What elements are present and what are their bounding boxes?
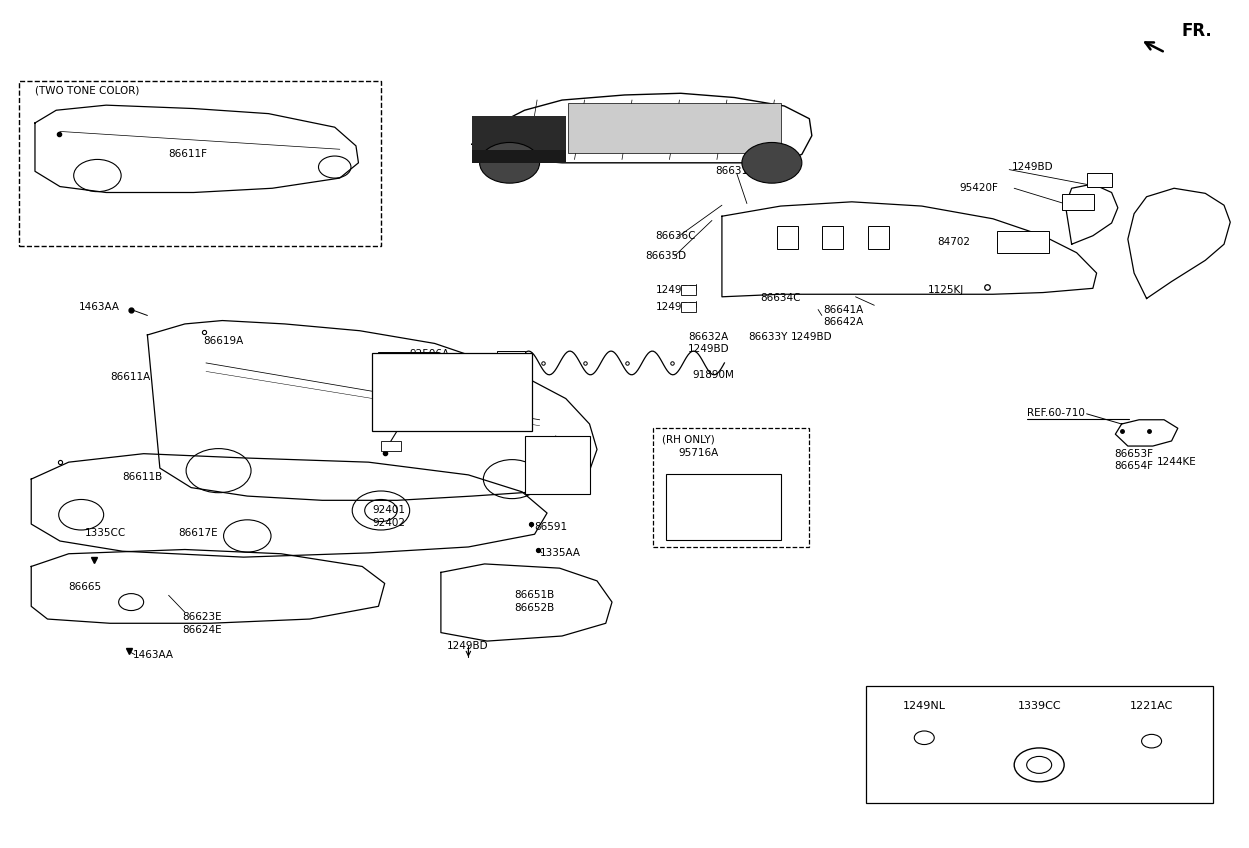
Bar — [681, 302, 696, 312]
Bar — [777, 226, 798, 249]
Text: REF.60-710: REF.60-710 — [1027, 408, 1084, 418]
Bar — [868, 226, 889, 249]
Text: 86665: 86665 — [69, 582, 102, 592]
Text: 95716A: 95716A — [678, 448, 718, 458]
Text: 1335AA: 1335AA — [540, 548, 581, 558]
Text: 1249BD: 1249BD — [791, 332, 832, 342]
Text: 86654F: 86654F — [1114, 461, 1153, 471]
Text: 86624E: 86624E — [182, 625, 222, 635]
Text: 86653F: 86653F — [1114, 449, 1153, 459]
Text: 1244KE: 1244KE — [1157, 457, 1197, 467]
Bar — [866, 686, 1213, 803]
Text: 1249BD: 1249BD — [688, 344, 729, 354]
Text: 86641A: 86641A — [823, 304, 863, 315]
Bar — [378, 352, 438, 388]
Text: 86652B: 86652B — [515, 603, 555, 613]
Text: 1335AA: 1335AA — [551, 471, 592, 482]
Text: 1221AC: 1221AC — [1130, 700, 1173, 711]
Text: 1249BD: 1249BD — [656, 285, 697, 295]
Bar — [1062, 194, 1094, 210]
Circle shape — [480, 142, 540, 183]
Text: 86651B: 86651B — [515, 590, 555, 600]
Text: 86634C: 86634C — [761, 293, 801, 304]
Text: 95842: 95842 — [706, 488, 739, 499]
Bar — [997, 231, 1049, 253]
Text: 86623E: 86623E — [182, 612, 222, 622]
Text: 1335CC: 1335CC — [85, 527, 126, 538]
Bar — [372, 353, 532, 431]
Text: (TWO TONE COLOR): (TWO TONE COLOR) — [35, 86, 140, 96]
Text: 86631B: 86631B — [716, 166, 756, 176]
Text: 86633Y: 86633Y — [748, 332, 788, 342]
Text: 86617E: 86617E — [179, 527, 219, 538]
Text: 1249BD: 1249BD — [656, 302, 697, 312]
Bar — [681, 285, 696, 295]
Bar — [568, 103, 781, 153]
Text: 1463AA: 1463AA — [79, 302, 120, 312]
Text: FR.: FR. — [1182, 22, 1213, 41]
Text: 92401: 92401 — [372, 505, 405, 516]
Bar — [19, 81, 381, 246]
Text: (RH ONLY): (RH ONLY) — [662, 434, 714, 444]
Text: 1463AA: 1463AA — [132, 650, 174, 660]
Text: 86635D: 86635D — [646, 251, 687, 261]
Text: 86591: 86591 — [535, 522, 568, 533]
Text: 1249BD: 1249BD — [1012, 162, 1053, 172]
Text: 1339CC: 1339CC — [1018, 700, 1060, 711]
Bar — [497, 351, 525, 375]
Text: 1249BD: 1249BD — [447, 641, 488, 651]
Bar — [822, 226, 843, 249]
Text: 1249NL: 1249NL — [903, 700, 945, 711]
Text: 86636C: 86636C — [656, 231, 696, 241]
Text: 18643D: 18643D — [421, 408, 462, 418]
Bar — [525, 436, 590, 494]
Bar — [653, 428, 809, 547]
Text: 95715A: 95715A — [541, 443, 581, 453]
Circle shape — [742, 142, 802, 183]
Bar — [381, 441, 401, 451]
Text: 86611B: 86611B — [122, 471, 162, 482]
Text: 1125KJ: 1125KJ — [928, 285, 964, 295]
Text: 91890M: 91890M — [692, 370, 734, 380]
Text: 86642A: 86642A — [823, 317, 863, 327]
Text: 92402: 92402 — [372, 518, 405, 528]
Text: 86611F: 86611F — [169, 149, 207, 159]
Text: 86611A: 86611A — [110, 372, 150, 382]
Text: 92530B: 92530B — [402, 391, 442, 401]
Text: 95420F: 95420F — [959, 183, 998, 193]
Text: 18643D: 18643D — [402, 378, 443, 388]
Text: 86632A: 86632A — [688, 332, 728, 342]
Bar — [472, 150, 566, 163]
Bar — [1087, 173, 1112, 187]
Bar — [472, 116, 566, 163]
Text: 84702: 84702 — [937, 237, 969, 247]
Bar — [666, 474, 781, 540]
Text: 92506A: 92506A — [410, 349, 450, 359]
Text: 86619A: 86619A — [204, 336, 244, 346]
